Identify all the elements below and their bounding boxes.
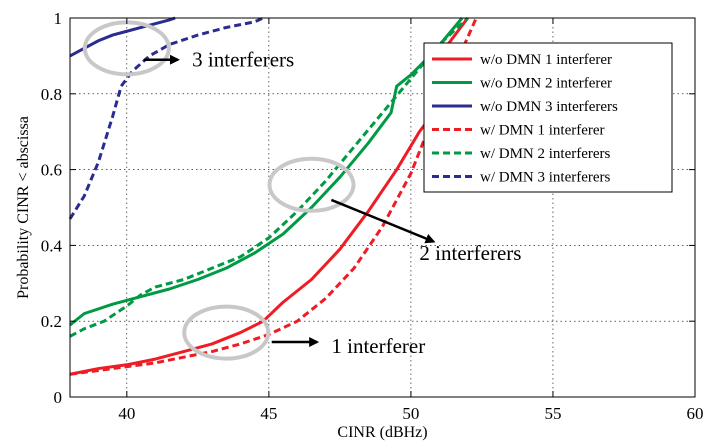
y-tick-label: 0: [54, 388, 63, 407]
x-axis-label: CINR (dBHz): [337, 424, 427, 441]
plot-frame: [69, 17, 696, 398]
legend-entry-label: w/ DMN 3 interferers: [480, 170, 611, 186]
x-tick-label: 50: [402, 404, 419, 423]
legend: w/o DMN 1 interferer w/o DMN 2 interferer…: [423, 42, 673, 193]
legend-entry-label: w/ DMN 2 interferers: [480, 146, 611, 162]
y-tick-label: 0.8: [41, 85, 62, 104]
legend-entry-label: w/ DMN 1 interferer: [480, 123, 605, 139]
y-tick-label: 0.2: [41, 312, 62, 331]
y-tick-label: 0.6: [41, 161, 62, 180]
annotation-label: 2 interferers: [419, 241, 521, 265]
annotations: 3 interferers 2 interferers 1 interferer: [82, 20, 521, 361]
series-line-3: [69, 16, 176, 58]
series-line-2: [69, 17, 464, 327]
x-tick-label: 40: [118, 404, 135, 423]
legend-box: [423, 42, 673, 193]
series-line-6: [68, 16, 264, 220]
legend-entry-label: w/o DMN 1 interferer: [480, 52, 612, 68]
annotation-ellipse: [267, 156, 356, 213]
y-tick-label: 0.4: [41, 236, 63, 255]
legend-entry-label: w/o DMN 2 interferer: [480, 76, 612, 92]
annotation-arrow: [330, 198, 436, 244]
legend-entry-label: w/o DMN 3 interferers: [480, 99, 618, 115]
y-tick-label: 1: [54, 9, 63, 28]
x-tick-label: 60: [687, 404, 704, 423]
annotation-label: 3 interferers: [192, 48, 294, 72]
x-tick-label: 55: [544, 404, 561, 423]
axis-ticks: 40 45 50 55 60 0 0.2 0.4 0.6 0.8 1: [41, 9, 704, 423]
series-line-5: [69, 16, 469, 338]
annotation-ellipse: [182, 304, 271, 361]
x-tick-label: 45: [260, 404, 277, 423]
y-axis-label: Probability CINR < abscissa: [15, 116, 32, 299]
annotation-label: 1 interferer: [331, 334, 425, 358]
